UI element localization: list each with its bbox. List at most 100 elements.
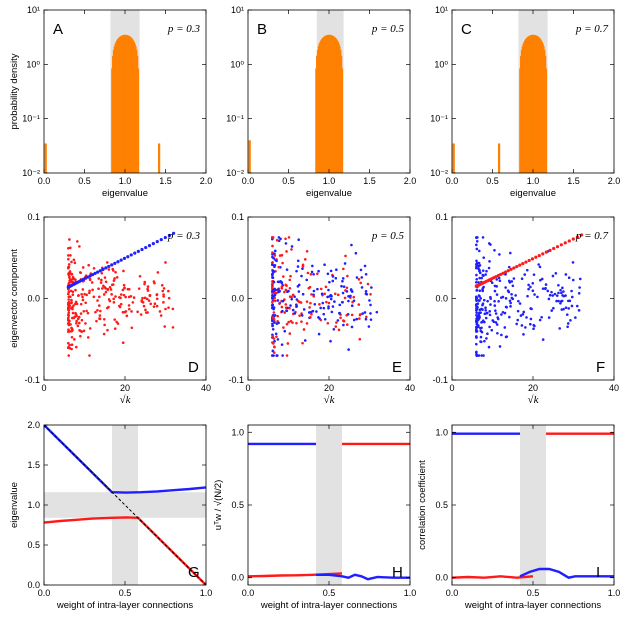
scatter-point [323,317,327,321]
scatter-point [153,281,156,285]
scatter-point [326,321,330,325]
spike-bar [158,143,161,173]
line-point [104,266,108,270]
scatter-point [81,295,84,299]
histogram-bar [321,38,323,173]
panel-label: E [392,359,402,376]
scatter-point [475,236,478,239]
scatter-point [562,290,565,293]
scatter-point [162,287,166,290]
histogram-bar [333,36,335,173]
panel-label: F [596,359,605,376]
scatter-point [74,345,78,349]
scatter-point [488,325,491,329]
scatter-point [275,291,278,295]
scatter-point [295,321,298,325]
scatter-point [529,322,532,326]
scatter-point [335,268,338,272]
scatter-point [70,298,73,302]
scatter-point [370,286,373,289]
scatter-point [85,293,88,297]
scatter-point [273,254,277,257]
scatter-point [161,289,165,293]
histogram-bar [326,35,328,173]
scatter-point [97,277,101,280]
scatter-point [553,292,557,296]
scatter-point [271,285,274,289]
scatter-point [79,329,83,333]
scatter-point [297,290,301,293]
scatter-point [571,278,575,282]
scatter-point [558,327,562,330]
scatter-point [69,323,72,326]
scatter-point [315,310,318,313]
histogram-bar [333,36,335,173]
histogram-bar [519,68,521,173]
scatter-point [546,289,550,293]
scatter-point [137,287,141,290]
scatter-point [148,293,152,297]
scatter-point [350,313,354,317]
scatter-point [525,268,529,272]
histogram-bar [135,46,137,173]
scatter-point [102,317,106,321]
scatter-point [526,294,529,298]
scatter-point [480,321,483,324]
histogram-bar [325,35,327,173]
plot-area [452,425,614,585]
scatter-point [284,303,288,306]
scatter-point [329,339,332,343]
shaded-band [520,425,546,585]
scatter-point [273,287,277,291]
histogram-bar [329,34,331,173]
histogram-bar [112,50,114,173]
scatter-point [333,292,337,296]
panel-label: I [596,564,600,581]
scatter-point [574,316,577,319]
line-point [512,266,516,270]
scatter-point [319,318,323,322]
y-tick-label: 0.1 [27,212,40,222]
scatter-point [312,273,315,276]
scatter-point [108,299,112,303]
scatter-point [537,263,540,266]
scatter-point [485,269,488,273]
line-point [167,233,172,238]
scatter-point [288,295,292,299]
scatter-point [305,300,309,303]
scatter-point [509,301,512,305]
scatter-point [536,295,539,299]
scatter-point [286,342,290,345]
scatter-point [67,263,71,266]
scatter-point [317,316,320,319]
scatter-point [311,309,315,313]
scatter-point [290,248,293,251]
scatter-point [361,312,364,315]
scatter-point [284,283,287,287]
scatter-point [90,281,94,284]
scatter-point [555,294,559,297]
scatter-point [490,281,494,285]
scatter-point [321,301,325,305]
scatter-point [365,292,369,296]
scatter-point [331,275,335,278]
y-tick-label: -0.1 [432,375,448,385]
scatter-point [551,274,555,278]
histogram-bar [543,46,545,173]
scatter-point [67,316,70,320]
scatter-point [82,309,86,313]
scatter-point [329,297,333,301]
scatter-point [280,305,284,309]
histogram-bar [116,39,119,173]
scatter-point [67,247,70,250]
scatter-point [523,273,527,276]
scatter-point [327,301,331,305]
scatter-point [578,286,581,289]
scatter-point [310,312,313,316]
scatter-point [340,300,344,304]
scatter-point [481,308,484,311]
histogram-bar [320,40,322,173]
scatter-point [557,283,560,287]
y-tick-label: 10⁻² [22,168,40,178]
scatter-point [364,272,368,276]
